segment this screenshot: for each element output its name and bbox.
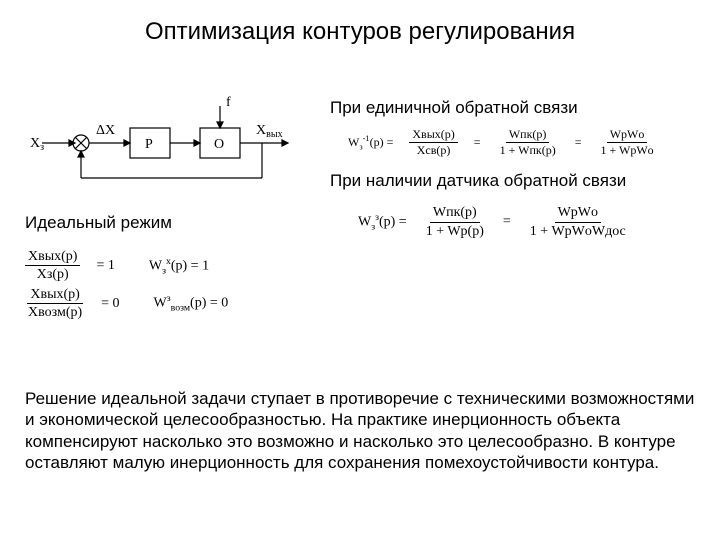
ideal-eq-2: Xвых(p) Xвозм(p) = 0 Wзвозм(p) = 0 bbox=[25, 287, 325, 321]
unity-feedback-heading: При единичной обратной связи bbox=[330, 98, 700, 118]
sensor-feedback-eq: Wзз(p) = Wпк(p) 1 + Wр(p) = WрWо 1 + WрW… bbox=[358, 205, 700, 239]
label-xz: Xз bbox=[30, 136, 44, 153]
control-loop-diagram: Xз ΔX Р О f Xвых bbox=[30, 88, 310, 198]
unity-feedback-eq: Wз-1(p) = Xвых(p) Xсв(p) = Wпк(p) 1 + Wп… bbox=[348, 128, 700, 157]
label-delta-x: ΔX bbox=[96, 123, 115, 138]
block-o-label: О bbox=[214, 137, 224, 152]
sensor-feedback-heading: При наличии датчика обратной связи bbox=[330, 171, 700, 191]
ideal-eq-1: Xвых(p) Xз(p) = 1 Wзx(p) = 1 bbox=[25, 249, 325, 283]
body-paragraph: Решение идеальной задачи ступает в проти… bbox=[25, 388, 695, 473]
label-f: f bbox=[226, 95, 231, 110]
ideal-mode-section: Идеальный режим Xвых(p) Xз(p) = 1 Wзx(p)… bbox=[25, 213, 325, 325]
label-xout: Xвых bbox=[256, 123, 283, 140]
page-title: Оптимизация контуров регулирования bbox=[0, 18, 720, 46]
feedback-equations-section: При единичной обратной связи Wз-1(p) = X… bbox=[330, 98, 700, 243]
block-p-label: Р bbox=[145, 137, 153, 152]
ideal-mode-heading: Идеальный режим bbox=[25, 213, 325, 233]
